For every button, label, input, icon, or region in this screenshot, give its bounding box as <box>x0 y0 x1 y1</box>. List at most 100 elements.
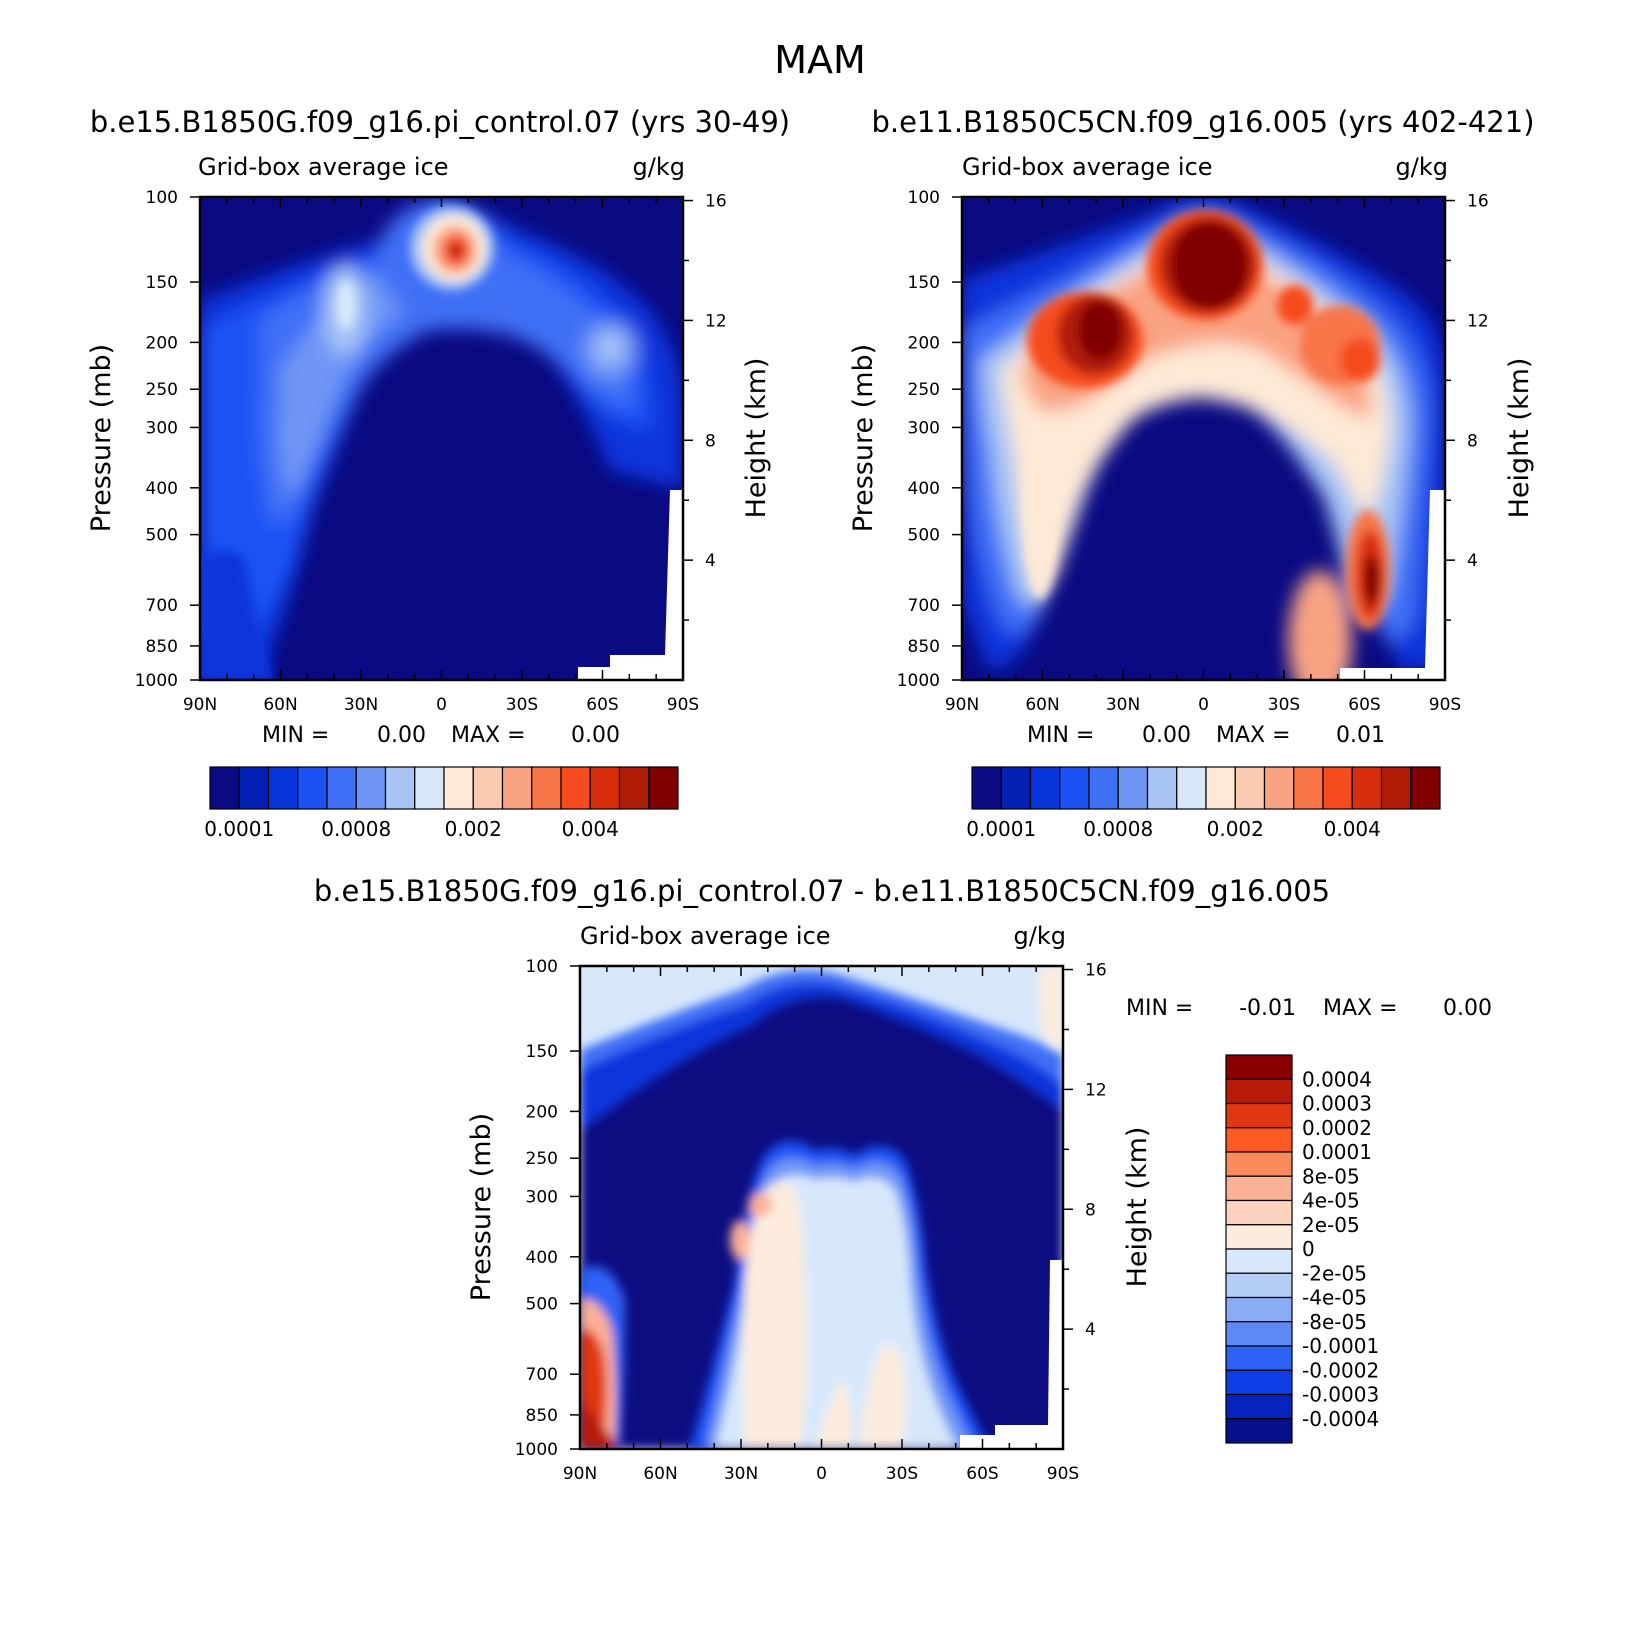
diff-x-tick-label: 60S <box>966 1464 998 1484</box>
panel-diff-max-label: MAX = <box>1323 996 1398 1021</box>
diff-colorbar-swatch <box>1225 1272 1293 1299</box>
diff-x-tick-label: 30N <box>724 1464 758 1484</box>
left-x-tick-label: 60N <box>263 695 297 715</box>
panel-diff-contour-field <box>580 966 1063 1449</box>
right-colorbar-swatch <box>1380 766 1412 810</box>
right-x-tick-label: 0 <box>1198 695 1209 715</box>
left-colorbar-swatch <box>589 766 621 810</box>
figure-title: MAM <box>774 38 866 82</box>
left-x-tick-label: 90N <box>183 695 217 715</box>
diff-x-tick-label: 90N <box>563 1464 597 1484</box>
right-y-tick-label: 850 <box>908 637 940 657</box>
right-y-tick-label: 100 <box>908 188 940 208</box>
diff-y-tick-label: 200 <box>526 1102 558 1122</box>
left-colorbar-swatch <box>238 766 270 810</box>
left-colorbar-swatch <box>501 766 533 810</box>
left-y-tick-label: 200 <box>146 333 178 353</box>
left-colorbar-label: 0.0008 <box>321 817 391 841</box>
panel-left-variable-label: Grid-box average ice <box>198 153 449 181</box>
panel-diff-min-label: MIN = <box>1126 996 1193 1021</box>
left-colorbar-swatch <box>414 766 445 810</box>
diff-colorbar-label: -0.0004 <box>1302 1407 1379 1431</box>
diff-colorbar-swatch <box>1225 1078 1293 1105</box>
left-y-tick-label: 850 <box>146 637 178 657</box>
left-x-tick-label: 30N <box>344 695 378 715</box>
diff-y-tick-label: 300 <box>526 1187 558 1207</box>
diff-colorbar-swatch <box>1225 1224 1293 1250</box>
panel-right-colorbar: 0.0001 0.0008 0.002 0.004 <box>966 766 1441 841</box>
right-y-tick-label: 700 <box>908 596 940 616</box>
right-y-tick-label: 150 <box>908 273 940 293</box>
right-colorbar-label: 0.0001 <box>966 817 1036 841</box>
left-colorbar-label: 0.004 <box>562 817 619 841</box>
right-x-tick-label: 30N <box>1106 695 1140 715</box>
diff-y-tick-label: 250 <box>526 1149 558 1169</box>
left-colorbar-swatch <box>209 766 240 810</box>
left-colorbar-swatch <box>384 766 416 810</box>
right-colorbar-swatch <box>1293 766 1324 810</box>
right-x-tick-label: 90S <box>1429 695 1461 715</box>
right-colorbar-label: 0.004 <box>1324 817 1381 841</box>
diff-colorbar-swatch <box>1225 1151 1293 1177</box>
right-y-tick-label: 1000 <box>897 671 940 691</box>
right-colorbar-swatch <box>1205 766 1236 810</box>
diff-colorbar-label: -2e-05 <box>1302 1261 1367 1285</box>
diff-colorbar-swatch <box>1225 1296 1293 1323</box>
right-colorbar-label: 0.0008 <box>1083 817 1153 841</box>
left-x-tick-label: 0 <box>436 695 447 715</box>
diff-colorbar-label: 0.0002 <box>1302 1116 1372 1140</box>
left-y2-tick-label: 16 <box>705 192 727 212</box>
right-colorbar-label: 0.002 <box>1207 817 1264 841</box>
diff-colorbar-label: -4e-05 <box>1302 1286 1367 1310</box>
right-y2-tick-label: 12 <box>1467 311 1489 331</box>
left-colorbar-label: 0.002 <box>445 817 502 841</box>
panel-diff-variable-label: Grid-box average ice <box>580 922 831 950</box>
right-colorbar-swatch <box>1146 766 1178 810</box>
diff-y-tick-label: 150 <box>526 1042 558 1062</box>
diff-colorbar-label: 8e-05 <box>1302 1164 1360 1188</box>
diff-colorbar-label: -8e-05 <box>1302 1310 1367 1334</box>
panel-diff-min-value: -0.01 <box>1239 996 1296 1021</box>
left-y-tick-label: 400 <box>146 479 178 499</box>
left-colorbar-swatch <box>618 766 650 810</box>
diff-colorbar-swatch <box>1225 1369 1293 1396</box>
diff-colorbar-label: -0.0002 <box>1302 1358 1379 1382</box>
panel-left-title: b.e15.B1850G.f09_g16.pi_control.07 (yrs … <box>90 105 790 139</box>
left-y-tick-label: 300 <box>146 418 178 438</box>
left-y2-tick-label: 12 <box>705 311 727 331</box>
right-y-tick-label: 250 <box>908 380 940 400</box>
panel-left-y2-axis-title: Height (km) <box>741 358 772 519</box>
diff-x-tick-label: 0 <box>816 1464 827 1484</box>
diff-y2-tick-label: 8 <box>1085 1200 1096 1220</box>
diff-y-tick-label: 850 <box>526 1406 558 1426</box>
right-y2-tick-label: 4 <box>1467 551 1478 571</box>
right-colorbar-swatch <box>1088 766 1119 810</box>
panel-diff-colorbar: 0.00040.00030.00020.00018e-054e-052e-050… <box>1225 1054 1379 1444</box>
diff-y2-tick-label: 4 <box>1085 1320 1096 1340</box>
diff-colorbar-swatch <box>1225 1199 1293 1226</box>
panel-right-y2-axis-title: Height (km) <box>1504 358 1535 519</box>
diff-y-tick-label: 400 <box>526 1248 558 1268</box>
left-colorbar-swatch <box>648 766 679 810</box>
left-x-tick-label: 30S <box>506 695 538 715</box>
panel-right-variable-label: Grid-box average ice <box>962 153 1213 181</box>
panel-diff-y2-axis-title: Height (km) <box>1122 1127 1153 1288</box>
right-y-tick-label: 200 <box>908 333 940 353</box>
left-colorbar-swatch <box>297 766 328 810</box>
panel-diff-units-label: g/kg <box>1014 922 1066 950</box>
diff-colorbar-label: 0.0003 <box>1302 1092 1372 1116</box>
right-colorbar-swatch <box>1263 766 1295 810</box>
right-y-tick-label: 400 <box>908 479 940 499</box>
left-y-tick-label: 1000 <box>135 671 178 691</box>
diff-y2-tick-label: 12 <box>1085 1080 1107 1100</box>
left-colorbar-swatch <box>531 766 562 810</box>
right-colorbar-swatch <box>1059 766 1090 810</box>
panel-right-max-label: MAX = <box>1216 723 1291 748</box>
diff-colorbar-label: 0.0001 <box>1302 1140 1372 1164</box>
left-y-tick-label: 150 <box>146 273 178 293</box>
left-colorbar-swatch <box>267 766 299 810</box>
panel-left-units-label: g/kg <box>633 153 685 181</box>
left-y2-tick-label: 8 <box>705 431 716 451</box>
right-x-tick-label: 30S <box>1268 695 1300 715</box>
